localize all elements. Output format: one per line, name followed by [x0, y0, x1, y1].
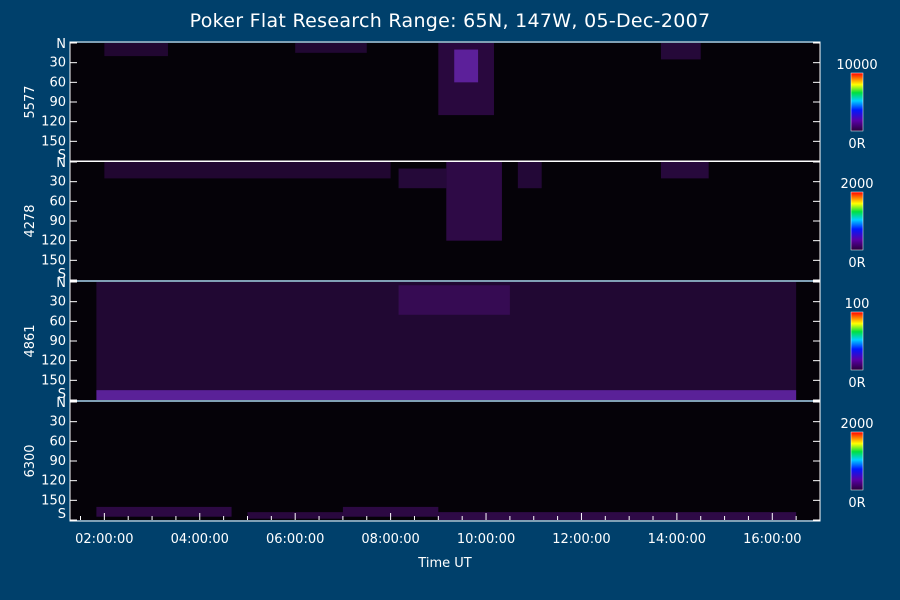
y-tick-label: 60 [49, 434, 66, 449]
x-tick-label: 16:00:00 [743, 532, 801, 547]
x-tick-label: 02:00:00 [75, 532, 133, 547]
y-tick-label: 120 [41, 115, 66, 130]
wavelength-label-5577: 5577 [23, 85, 38, 118]
y-tick-label: 120 [41, 234, 66, 249]
y-tick-label: 60 [49, 194, 66, 209]
panel-background [70, 162, 820, 280]
emission-region [454, 49, 479, 83]
colorbar [850, 311, 864, 371]
x-tick-label: 06:00:00 [266, 532, 324, 547]
x-axis-label: Time UT [418, 556, 472, 571]
colorbar-min-label: 0R [848, 496, 865, 511]
y-tick-label: 90 [49, 214, 66, 229]
panel-background [70, 402, 820, 520]
y-tick-label: 90 [49, 454, 66, 469]
colorbar-max-label: 100 [845, 297, 870, 312]
colorbar-min-label: 0R [848, 376, 865, 391]
y-tick-label: N [56, 37, 66, 52]
emission-region [342, 506, 439, 517]
y-tick-label: 150 [41, 493, 66, 508]
wavelength-label-6300: 6300 [23, 444, 38, 477]
y-tick-label: S [58, 148, 66, 163]
colorbar [850, 191, 864, 251]
wavelength-label-4861: 4861 [23, 324, 38, 357]
y-tick-label: S [58, 507, 66, 522]
emission-region [96, 506, 232, 517]
y-tick-label: N [56, 156, 66, 171]
colorbar [850, 72, 864, 132]
y-tick-label: S [58, 267, 66, 282]
emission-region [517, 162, 542, 189]
emission-region [398, 168, 447, 189]
colorbar-max-label: 2000 [840, 417, 873, 432]
colorbar [850, 431, 864, 491]
y-tick-label: 120 [41, 354, 66, 369]
emission-region [104, 43, 168, 57]
y-tick-label: 90 [49, 95, 66, 110]
y-tick-label: S [58, 387, 66, 402]
y-tick-label: 60 [49, 314, 66, 329]
y-tick-label: 30 [49, 175, 66, 190]
colorbar-min-label: 0R [848, 137, 865, 152]
emission-region [295, 43, 367, 53]
chart-title: Poker Flat Research Range: 65N, 147W, 05… [189, 10, 711, 32]
x-tick-label: 04:00:00 [171, 532, 229, 547]
emission-region [96, 390, 797, 400]
y-tick-label: 120 [41, 474, 66, 489]
y-tick-label: 30 [49, 415, 66, 430]
wavelength-label-4278: 4278 [23, 204, 38, 237]
emission-region [104, 162, 391, 179]
y-tick-label: 150 [41, 373, 66, 388]
y-tick-label: 150 [41, 134, 66, 149]
emission-region [660, 43, 701, 60]
emission-region [398, 285, 510, 315]
colorbar-min-label: 0R [848, 256, 865, 271]
x-tick-label: 10:00:00 [457, 532, 515, 547]
y-tick-label: N [56, 396, 66, 411]
emission-region [438, 512, 797, 520]
y-tick-label: 90 [49, 334, 66, 349]
y-tick-label: 30 [49, 295, 66, 310]
x-tick-label: 14:00:00 [648, 532, 706, 547]
x-tick-label: 08:00:00 [361, 532, 419, 547]
colorbar-max-label: 2000 [840, 177, 873, 192]
emission-region [660, 162, 709, 179]
emission-region [446, 162, 502, 241]
y-tick-label: 150 [41, 253, 66, 268]
y-tick-label: N [56, 276, 66, 291]
colorbar-max-label: 10000 [836, 58, 877, 73]
y-tick-label: 30 [49, 56, 66, 71]
y-tick-label: 60 [49, 75, 66, 90]
x-tick-label: 12:00:00 [552, 532, 610, 547]
